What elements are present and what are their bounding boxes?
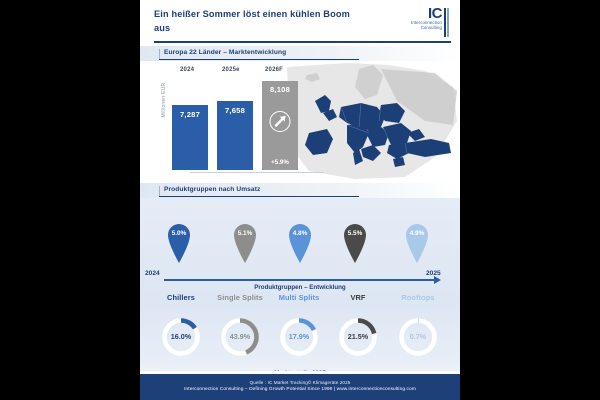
logo-initials: IC bbox=[428, 5, 443, 22]
donut-ring-multi-splits: 17.9% bbox=[278, 316, 320, 358]
bar-2024: 7,287 bbox=[172, 105, 208, 170]
section2-header: Produktgruppen nach Umsatz bbox=[140, 183, 460, 198]
footer-spacer bbox=[140, 371, 460, 374]
growth-badge: +5.9% bbox=[271, 159, 289, 166]
axis-year-start: 2024 bbox=[145, 270, 160, 277]
pin-value-single-splits: 5.1% bbox=[237, 229, 253, 237]
logo-bars-icon bbox=[443, 8, 450, 37]
section1-underline bbox=[159, 59, 359, 60]
donut-value-rooftops: 0.7% bbox=[409, 332, 427, 341]
market-development-panel: Millionen EUR 2024 2025e 2026F 7,287 7,6… bbox=[140, 61, 460, 183]
section-market-development: Europa 22 Länder – Marktentwicklung bbox=[140, 46, 460, 183]
section1-heading: Europa 22 Länder – Marktentwicklung bbox=[164, 49, 287, 56]
bar-category-2025e: 2025e bbox=[222, 67, 240, 73]
donut-value-multi-splits: 17.9% bbox=[288, 332, 310, 341]
bar-2025e-value: 7,658 bbox=[224, 106, 245, 115]
donut-value-vrf: 21.5% bbox=[347, 332, 369, 341]
donut-ring-single-splits: 43.9% bbox=[219, 316, 261, 358]
footer-source: Quelle : IC Market Tracking© Klimageräte… bbox=[249, 380, 351, 385]
section1-tick bbox=[159, 49, 160, 60]
donut-label-vrf: VRF bbox=[350, 293, 366, 302]
section2-underline bbox=[159, 196, 359, 197]
bar-2026f-value: 8,108 bbox=[269, 85, 290, 94]
donut-ring-rooftops: 0.7% bbox=[397, 316, 439, 358]
axis-year-end: 2025 bbox=[426, 270, 441, 277]
donut-ring-chillers: 16.0% bbox=[160, 316, 202, 358]
logo-line2: Consulting bbox=[420, 25, 442, 31]
pin-marker-vrf: 5.5% bbox=[340, 220, 370, 264]
donut-chillers: Chillers 16.0% bbox=[153, 293, 209, 358]
bar-category-2024: 2024 bbox=[180, 67, 195, 73]
timeline-axis bbox=[164, 279, 436, 281]
donut-vrf: VRF 21.5% bbox=[330, 293, 386, 358]
logo-line1: Interconnection bbox=[411, 20, 442, 25]
donut-label-chillers: Chillers bbox=[167, 293, 195, 302]
donut-label-single-splits: Single Splits bbox=[217, 293, 263, 302]
donut-multi-splits: Multi Splits 17.9% bbox=[271, 293, 327, 358]
bar-2026f: 8,108 +5.9% bbox=[262, 81, 298, 170]
donut-label-rooftops: Rooftops bbox=[401, 293, 435, 302]
infographic-card: Ein heißer Sommer löst einen kühlen Boom… bbox=[140, 0, 460, 400]
section1-header: Europa 22 Länder – Marktentwicklung bbox=[140, 46, 460, 61]
header-divider bbox=[154, 41, 451, 43]
section2-tick bbox=[159, 186, 160, 197]
pin-value-vrf: 5.5% bbox=[347, 229, 363, 237]
pin-marker-multi-splits: 4.8% bbox=[285, 220, 315, 264]
donut-rooftops: Rooftops 0.7% bbox=[390, 293, 446, 358]
page-title: Ein heißer Sommer löst einen kühlen Boom… bbox=[154, 9, 350, 33]
bar-2024-value: 7,287 bbox=[179, 110, 200, 119]
arrow-up-right-icon bbox=[269, 111, 291, 132]
pin-value-chillers: 5.0% bbox=[171, 229, 187, 237]
section-product-groups: Produktgruppen nach Umsatz 5.0% bbox=[140, 183, 460, 390]
donut-single-splits: Single Splits 43.9% bbox=[212, 293, 268, 358]
bar-chart-ylabel: Millionen EUR bbox=[161, 82, 167, 118]
timeline-arrow-icon bbox=[434, 275, 441, 284]
market-share-donuts: Chillers 16.0% Single Splits bbox=[140, 293, 460, 365]
donut-value-chillers: 16.0% bbox=[170, 332, 192, 341]
europe-map-icon bbox=[285, 61, 460, 183]
bar-chart: Millionen EUR 2024 2025e 2026F 7,287 7,6… bbox=[154, 67, 324, 179]
bar-category-2026f: 2026F bbox=[265, 67, 284, 73]
footer-company: Interconnection Consulting – Defining Gr… bbox=[184, 387, 416, 392]
bar-chart-bars: 7,287 7,658 8,108 bbox=[172, 81, 324, 173]
section2-heading: Produktgruppen nach Umsatz bbox=[164, 186, 261, 193]
timeline-caption: Produktgruppen – Entwicklung bbox=[254, 284, 346, 291]
bar-chart-category-labels: 2024 2025e 2026F bbox=[172, 67, 306, 78]
pin-value-multi-splits: 4.8% bbox=[292, 229, 308, 237]
product-groups-panel: 5.0% 5.1% 4.8% bbox=[140, 198, 460, 390]
pin-marker-single-splits: 5.1% bbox=[230, 220, 260, 264]
donut-ring-vrf: 21.5% bbox=[337, 316, 379, 358]
pin-marker-chillers: 5.0% bbox=[164, 220, 194, 264]
growth-pin-row: 5.0% 5.1% 4.8% bbox=[140, 220, 460, 291]
pin-marker-rooftops: 4.9% bbox=[402, 220, 432, 264]
donut-value-single-splits: 43.9% bbox=[229, 332, 251, 341]
donut-label-multi-splits: Multi Splits bbox=[278, 293, 320, 302]
bar-chart-baseline bbox=[190, 172, 324, 173]
pin-value-rooftops: 4.9% bbox=[409, 229, 425, 237]
header: Ein heißer Sommer löst einen kühlen Boom… bbox=[140, 0, 460, 46]
bar-2025e: 7,658 bbox=[217, 101, 253, 170]
footer: Quelle : IC Market Tracking© Klimageräte… bbox=[140, 374, 460, 400]
company-logo: IC Interconnection Consulting bbox=[385, 5, 451, 38]
